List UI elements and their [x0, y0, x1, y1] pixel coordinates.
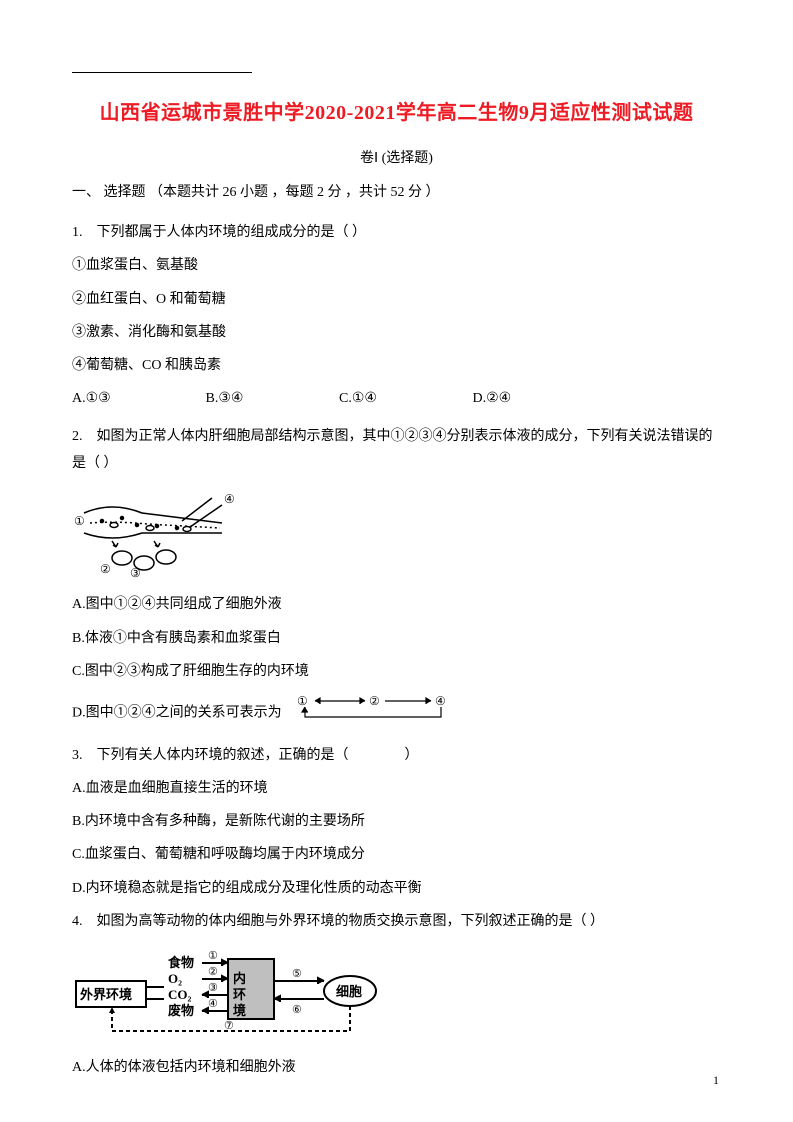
svg-text:①: ① [74, 514, 85, 528]
q1-line1: ①血浆蛋白、氨基酸 [72, 252, 721, 279]
q2-opt-b: B.体液①中含有胰岛素和血浆蛋白 [72, 625, 721, 652]
q2-opt-d-text: D.图中①②④之间的关系可表示为 [72, 706, 282, 721]
q3-opt-c: C.血浆蛋白、葡萄糖和呼吸酶均属于内环境成分 [72, 841, 721, 868]
svg-text:④: ④ [435, 694, 446, 708]
svg-text:②: ② [100, 562, 111, 576]
q4-figure: 外界环境 内 环 境 细胞 食物 O₂ CO₂ 废物 ① ② ③ ④ ⑤ ⑥ ⑦ [72, 941, 721, 1046]
q1-opt-d: D.②④ [473, 385, 603, 412]
svg-text:细胞: 细胞 [336, 984, 362, 999]
svg-text:④: ④ [224, 492, 235, 506]
svg-text:⑥: ⑥ [292, 1004, 302, 1016]
q1-options: A.①③ B.③④ C.①④ D.②④ [72, 385, 721, 412]
subtitle: 卷Ⅰ (选择题) [72, 147, 721, 167]
svg-text:②: ② [369, 694, 380, 708]
q1-line4: ④葡萄糖、CO 和胰岛素 [72, 352, 721, 379]
svg-text:食物: 食物 [168, 955, 194, 970]
svg-text:③: ③ [208, 982, 218, 994]
q2-opt-d: D.图中①②④之间的关系可表示为 ① ② ④ [72, 691, 721, 735]
q2-figure: ① ② ③ ④ [72, 483, 721, 583]
q4-stem: 4. 如图为高等动物的体内细胞与外界环境的物质交换示意图，下列叙述正确的是（ ） [72, 908, 721, 935]
q1-line2: ②血红蛋白、O 和葡萄糖 [72, 286, 721, 313]
q1-opt-b: B.③④ [206, 385, 336, 412]
svg-text:废物: 废物 [168, 1003, 194, 1018]
svg-text:⑦: ⑦ [224, 1020, 234, 1032]
q3-opt-a: A.血液是血细胞直接生活的环境 [72, 775, 721, 802]
q2-opt-c: C.图中②③构成了肝细胞生存的内环境 [72, 658, 721, 685]
svg-text:内: 内 [233, 971, 246, 986]
svg-text:④: ④ [208, 998, 218, 1010]
q1-stem: 1. 下列都属于人体内环境的组成成分的是（ ） [72, 219, 721, 246]
svg-text:①: ① [297, 694, 308, 708]
q2-opt-a: A.图中①②④共同组成了细胞外液 [72, 591, 721, 618]
svg-text:②: ② [208, 966, 218, 978]
q4-diagram-svg: 外界环境 内 环 境 细胞 食物 O₂ CO₂ 废物 ① ② ③ ④ ⑤ ⑥ ⑦ [72, 941, 382, 1041]
q2-inline-diagram: ① ② ④ [291, 691, 456, 735]
q3-stem: 3. 下列有关人体内环境的叙述，正确的是（ ） [72, 742, 721, 769]
q3-opt-d: D.内环境稳态就是指它的组成成分及理化性质的动态平衡 [72, 875, 721, 902]
svg-text:环: 环 [233, 987, 246, 1002]
page-number: 1 [713, 1073, 719, 1088]
svg-text:O₂: O₂ [168, 971, 182, 986]
top-rule [72, 72, 252, 73]
svg-text:③: ③ [130, 566, 141, 578]
q4-opt-a: A.人体的体液包括内环境和细胞外液 [72, 1054, 721, 1081]
q1-opt-a: A.①③ [72, 385, 202, 412]
q3-opt-b: B.内环境中含有多种酶，是新陈代谢的主要场所 [72, 808, 721, 835]
q2-stem: 2. 如图为正常人体内肝细胞局部结构示意图，其中①②③④分别表示体液的成分，下列… [72, 423, 721, 478]
svg-text:CO₂: CO₂ [168, 987, 192, 1002]
svg-text:①: ① [208, 950, 218, 962]
svg-text:外界环境: 外界环境 [79, 987, 132, 1002]
q1-opt-c: C.①④ [339, 385, 469, 412]
q2-diagram-svg: ① ② ③ ④ [72, 483, 247, 578]
q1-line3: ③激素、消化酶和氨基酸 [72, 319, 721, 346]
section-heading: 一、 选择题 （本题共计 26 小题 ，每题 2 分 ，共计 52 分 ） [72, 181, 721, 201]
exam-title: 山西省运城市景胜中学2020-2021学年高二生物9月适应性测试试题 [72, 96, 721, 125]
svg-text:境: 境 [233, 1003, 246, 1018]
svg-text:⑤: ⑤ [292, 968, 302, 980]
